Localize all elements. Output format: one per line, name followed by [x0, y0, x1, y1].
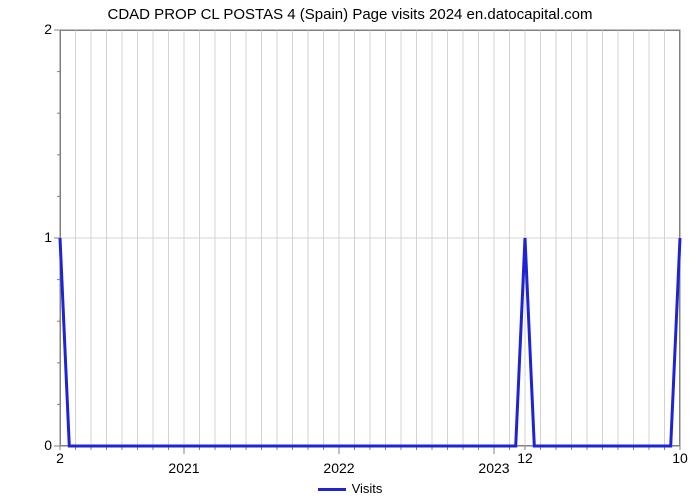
legend-swatch — [318, 488, 346, 491]
legend: Visits — [0, 481, 700, 496]
chart-svg — [0, 0, 700, 500]
legend-label: Visits — [352, 481, 383, 496]
